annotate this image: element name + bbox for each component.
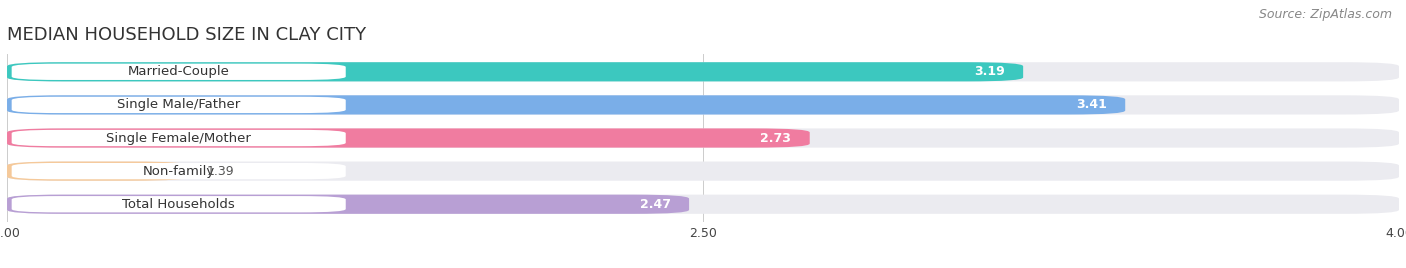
Text: MEDIAN HOUSEHOLD SIZE IN CLAY CITY: MEDIAN HOUSEHOLD SIZE IN CLAY CITY xyxy=(7,26,366,44)
FancyBboxPatch shape xyxy=(11,64,346,80)
FancyBboxPatch shape xyxy=(11,163,346,179)
Text: Non-family: Non-family xyxy=(142,165,215,178)
Text: Total Households: Total Households xyxy=(122,198,235,211)
Text: 3.41: 3.41 xyxy=(1076,98,1107,111)
FancyBboxPatch shape xyxy=(7,62,1024,81)
Text: Married-Couple: Married-Couple xyxy=(128,65,229,78)
Text: 2.73: 2.73 xyxy=(761,132,792,144)
FancyBboxPatch shape xyxy=(7,195,1399,214)
FancyBboxPatch shape xyxy=(7,162,1399,181)
FancyBboxPatch shape xyxy=(7,162,188,181)
Text: Single Female/Mother: Single Female/Mother xyxy=(107,132,252,144)
Text: Single Male/Father: Single Male/Father xyxy=(117,98,240,111)
FancyBboxPatch shape xyxy=(7,195,689,214)
FancyBboxPatch shape xyxy=(11,196,346,213)
FancyBboxPatch shape xyxy=(11,130,346,146)
FancyBboxPatch shape xyxy=(7,128,1399,148)
FancyBboxPatch shape xyxy=(7,128,810,148)
Text: 1.39: 1.39 xyxy=(207,165,235,178)
FancyBboxPatch shape xyxy=(7,95,1399,114)
FancyBboxPatch shape xyxy=(7,95,1125,114)
FancyBboxPatch shape xyxy=(11,97,346,113)
Text: 3.19: 3.19 xyxy=(974,65,1004,78)
Text: 2.47: 2.47 xyxy=(640,198,671,211)
Text: Source: ZipAtlas.com: Source: ZipAtlas.com xyxy=(1258,8,1392,21)
FancyBboxPatch shape xyxy=(7,62,1399,81)
